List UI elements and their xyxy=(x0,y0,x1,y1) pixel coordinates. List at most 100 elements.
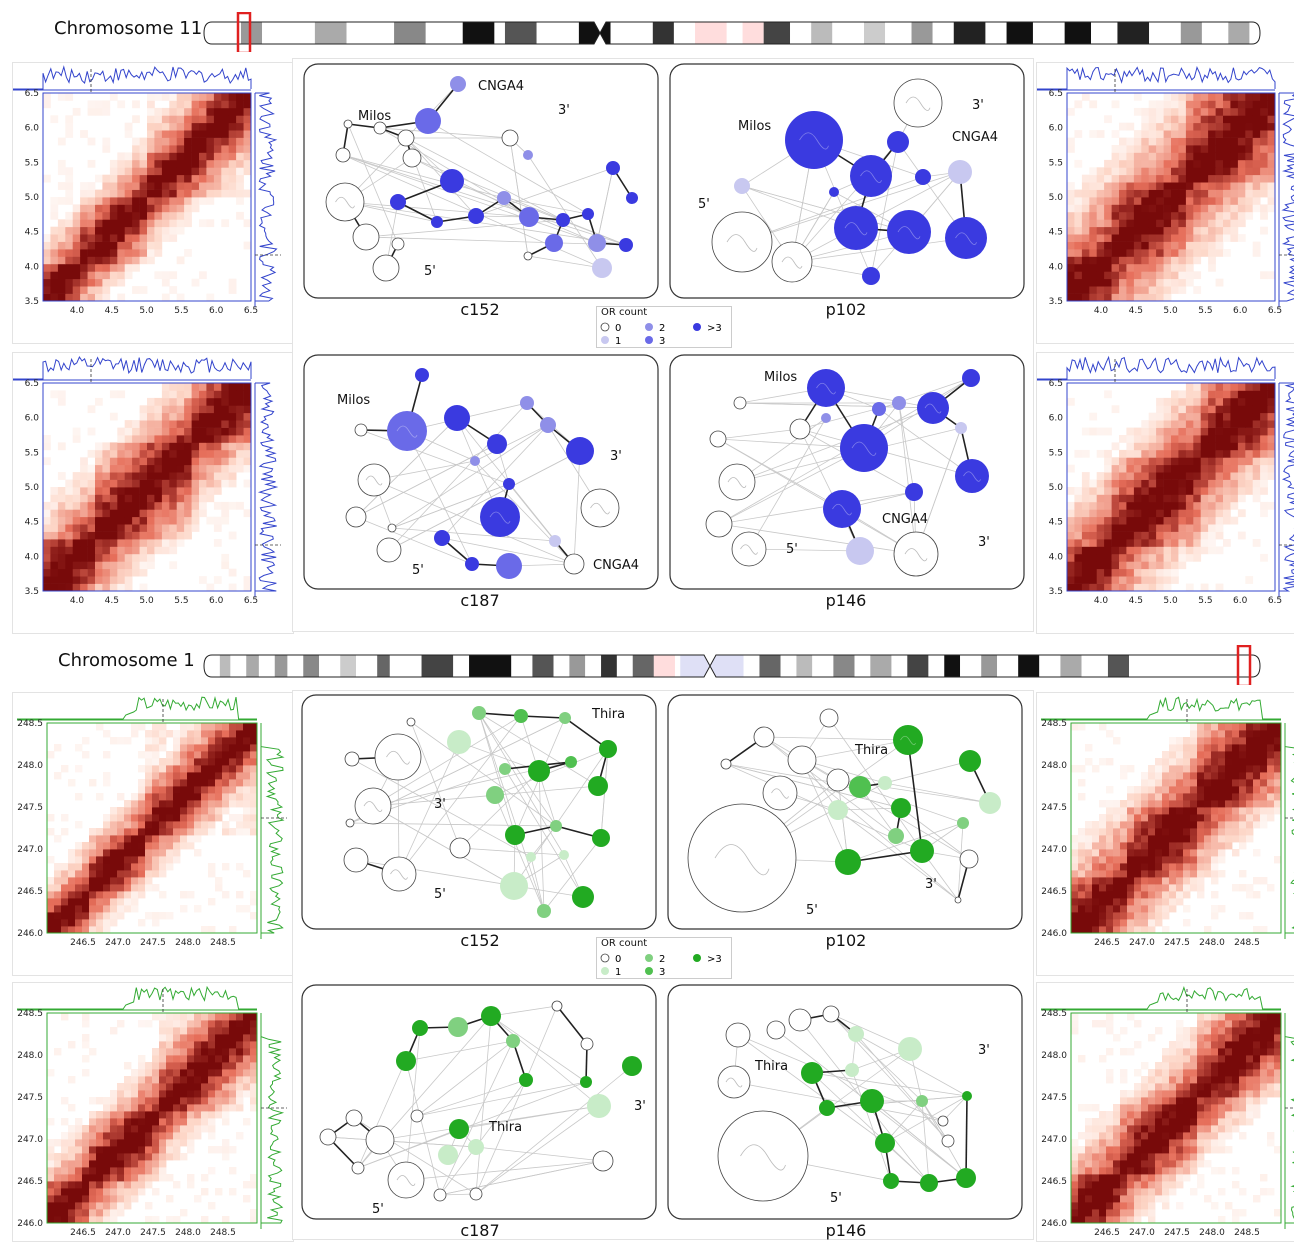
heatmap-cell xyxy=(1169,751,1177,759)
heatmap-cell xyxy=(1237,435,1246,443)
heatmap-cell xyxy=(1267,1188,1275,1196)
heatmap-cell xyxy=(228,457,237,466)
heatmap-cell xyxy=(1119,293,1127,302)
heatmap-cell xyxy=(80,501,88,510)
heatmap-cell xyxy=(57,167,66,176)
heatmap-cell xyxy=(95,583,103,592)
heatmap-cell xyxy=(89,905,97,913)
heatmap-cell xyxy=(95,524,103,532)
heatmap-cell xyxy=(1099,905,1107,913)
heatmap-cell xyxy=(236,115,244,124)
heatmap-cell xyxy=(1067,561,1075,570)
heatmap-cell xyxy=(184,509,192,518)
heatmap-cell xyxy=(159,835,167,843)
heatmap-cell xyxy=(89,1216,97,1224)
heatmap-cell xyxy=(1252,487,1261,495)
heatmap-cell xyxy=(124,553,133,562)
heatmap-cell xyxy=(1156,249,1164,257)
contact-edge xyxy=(342,154,598,244)
heatmap-cell xyxy=(1211,800,1219,808)
contact-edge xyxy=(406,430,473,565)
heatmap-cell xyxy=(1133,516,1142,525)
bead-node xyxy=(397,129,415,147)
heatmap-cell xyxy=(61,926,69,934)
heatmap-cell xyxy=(72,583,81,592)
heatmap-cell xyxy=(1104,583,1112,592)
heatmap-cell xyxy=(1156,256,1164,265)
heatmap-cell xyxy=(1200,182,1209,190)
heatmap-cell xyxy=(145,779,153,787)
heatmap-cell xyxy=(103,926,111,934)
heatmap-cell xyxy=(154,449,163,458)
heatmap-cell xyxy=(236,442,244,451)
heatmap-cell xyxy=(1208,464,1216,473)
heatmap-cell xyxy=(1111,189,1120,198)
y-tick-label: 4.5 xyxy=(1049,518,1063,528)
heatmap-cell xyxy=(221,516,230,525)
heatmap-cell xyxy=(1141,553,1150,562)
heatmap-cell xyxy=(110,1174,118,1182)
heatmap-cell xyxy=(1252,539,1261,547)
heatmap-cell xyxy=(1245,174,1254,183)
contact-edge xyxy=(365,236,627,246)
heatmap-cell xyxy=(1230,204,1239,213)
heatmap-cell xyxy=(109,583,118,592)
heatmap-cell xyxy=(1171,390,1179,399)
heatmap-cell xyxy=(1148,1132,1156,1140)
heatmap-cell xyxy=(243,1013,251,1021)
heatmap-cell xyxy=(1178,494,1187,503)
heatmap-cell xyxy=(1185,383,1194,391)
heatmap-cell xyxy=(187,744,195,752)
heatmap-cell xyxy=(222,1034,230,1042)
heatmap-cell xyxy=(187,751,195,759)
heatmap-cell xyxy=(1111,553,1120,562)
heatmap-cell xyxy=(169,115,178,124)
heatmap-cell xyxy=(180,1139,188,1147)
heatmap-cell xyxy=(1190,1104,1198,1112)
heatmap-cell xyxy=(1067,211,1075,220)
heatmap-cell xyxy=(1193,226,1202,235)
heatmap-cell xyxy=(95,100,103,109)
bead-node xyxy=(343,119,353,129)
heatmap-cell xyxy=(145,1118,153,1126)
heatmap-cell xyxy=(61,877,69,885)
heatmap-cell xyxy=(1200,509,1209,518)
x-tick-label: 247.5 xyxy=(140,1228,166,1238)
heatmap-cell xyxy=(1156,479,1164,488)
heatmap-cell xyxy=(1141,197,1150,205)
heatmap-cell xyxy=(1267,814,1275,822)
heatmap-cell xyxy=(138,863,146,871)
heatmap-cell xyxy=(1239,1020,1247,1028)
heatmap-cell xyxy=(250,758,258,766)
heatmap-cell xyxy=(194,1027,202,1035)
heatmap-cell xyxy=(1113,1188,1121,1196)
heatmap-cell xyxy=(1134,835,1142,843)
heatmap-cell xyxy=(131,1118,139,1126)
heatmap-cell xyxy=(173,835,181,843)
heatmap-cell xyxy=(199,427,207,436)
heatmap-cell xyxy=(1260,479,1268,488)
heatmap-cell xyxy=(1225,1146,1233,1154)
heatmap-cell xyxy=(1169,1188,1177,1196)
heatmap-cell xyxy=(1067,189,1075,198)
heatmap-cell xyxy=(161,427,170,436)
contact-edge xyxy=(398,741,460,875)
heatmap-cell xyxy=(87,487,96,495)
heatmap-cell xyxy=(1225,1118,1233,1126)
heatmap-cell xyxy=(1200,152,1209,161)
heatmap-cell xyxy=(187,1090,195,1098)
y-tick-label: 248.5 xyxy=(1041,1009,1067,1019)
heatmap-cell xyxy=(191,412,200,421)
heatmap-cell xyxy=(173,1132,181,1140)
heatmap-cell xyxy=(1260,442,1268,451)
heatmap-cell xyxy=(1211,744,1219,752)
heatmap-cell xyxy=(1120,912,1128,920)
heatmap-cell xyxy=(1218,1055,1226,1063)
heatmap-cell xyxy=(61,863,69,871)
heatmap-cell xyxy=(147,464,155,473)
heatmap-cell xyxy=(236,137,244,146)
heatmap-cell xyxy=(117,1174,125,1182)
heatmap-cell xyxy=(103,856,111,864)
heatmap-cell xyxy=(131,856,139,864)
heatmap-cell xyxy=(1133,568,1142,577)
